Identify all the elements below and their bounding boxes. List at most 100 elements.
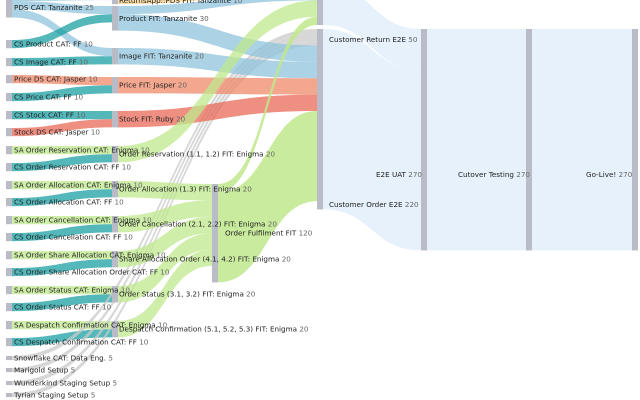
node-label-cs_share: CS Order Share Allocation Order CAT: FF … — [14, 268, 170, 277]
node-cs_status[interactable] — [6, 303, 12, 312]
node-res_fit[interactable] — [112, 146, 118, 163]
node-desp_fit[interactable] — [112, 321, 118, 338]
node-label-cs_product: CS Product CAT: FF 10 — [14, 40, 93, 49]
node-label-fulfil_fit: Order Fulfilment FIT 120 — [225, 229, 313, 238]
link-marigold-to-cust_order — [12, 33, 317, 373]
node-golive[interactable] — [632, 29, 638, 251]
node-cutover[interactable] — [526, 29, 532, 251]
node-stock_ds[interactable] — [6, 128, 12, 137]
link-pds_cat-to-returns_fit — [12, 0, 112, 2]
link-cs_product-to-product_fit — [12, 14, 112, 49]
node-sa_res[interactable] — [6, 146, 12, 155]
node-cs_product[interactable] — [6, 40, 12, 49]
link-product_fit-to-cust_order — [118, 14, 317, 62]
link-layer — [12, 0, 632, 398]
link-cs_alloc-to-alloc_fit — [12, 189, 112, 207]
node-e2e_uat[interactable] — [421, 29, 427, 251]
node-image_fit[interactable] — [112, 48, 118, 65]
node-price_ds[interactable] — [6, 75, 12, 84]
link-pds_cat-to-product_fit — [12, 1, 112, 15]
link-cutover-to-golive — [532, 29, 632, 251]
node-returns_fit[interactable] — [112, 0, 118, 5]
node-pds_cat[interactable] — [6, 0, 12, 18]
node-cust_order[interactable] — [317, 29, 323, 210]
node-cancel_fit[interactable] — [112, 216, 118, 233]
node-label-share_fit: Share Allocation Order (4.1, 4.2) FIT: E… — [119, 255, 291, 264]
link-alloc_fit-to-fulfil_fit — [118, 181, 212, 201]
node-fulfil_fit[interactable] — [212, 184, 218, 283]
link-price_ds-to-price_fit — [12, 75, 112, 86]
node-price_fit[interactable] — [112, 77, 118, 94]
node-label-product_fit: Product FIT: Tanzanite 30 — [119, 14, 209, 23]
link-sa_share-to-share_fit — [12, 251, 112, 260]
node-label-cancel_fit: Order Cancellation (2.1, 2.2) FIT: Enigm… — [119, 220, 277, 229]
node-cs_cancel[interactable] — [6, 233, 12, 242]
node-label-res_fit: Order Reservation (1.1, 1.2) FIT: Enigma… — [119, 150, 275, 159]
node-alloc_fit[interactable] — [112, 181, 118, 198]
label-layer: PDS CAT: Tanzanite 25 CS Product CAT: FF … — [13, 0, 633, 400]
node-label-cutover: Cutover Testing 270 — [458, 170, 530, 179]
node-sa_cancel[interactable] — [6, 216, 12, 225]
node-product_fit[interactable] — [112, 6, 118, 31]
node-label-cs_alloc: CS Order Allocation CAT: FF 10 — [14, 198, 124, 207]
node-label-pds_cat: PDS CAT: Tanzanite 25 — [14, 3, 94, 12]
link-fulfil_fit-to-cust_order — [218, 111, 317, 283]
link-cs_cancel-to-cancel_fit — [12, 224, 112, 242]
node-label-sa_alloc: SA Order Allocation CAT: Enigma 10 — [14, 181, 143, 190]
node-status_fit[interactable] — [112, 286, 118, 303]
node-cust_return[interactable] — [317, 0, 323, 25]
node-sa_desp[interactable] — [6, 321, 12, 330]
node-sa_share[interactable] — [6, 251, 12, 260]
node-tyrian[interactable] — [6, 393, 12, 398]
node-wunderkind[interactable] — [6, 381, 12, 386]
link-desp_fit-to-fulfil_fit — [118, 249, 212, 338]
link-image_fit-to-cust_order — [118, 48, 317, 79]
link-stock_ds-to-stock_fit — [12, 119, 112, 137]
node-label-returns_fit: ReturnsApp::PDS FIT: Tanzanite 10 — [119, 0, 243, 5]
link-cs_status-to-status_fit — [12, 294, 112, 312]
node-cs_share[interactable] — [6, 268, 12, 277]
link-sa_status-to-status_fit — [12, 286, 112, 295]
node-label-stock_ds: Stock DS CAT: Jasper 10 — [14, 128, 100, 137]
node-label-sa_desp: SA Despatch Confirmation CAT: Enigma 10 — [14, 321, 168, 330]
node-label-cust_order: Customer Order E2E 220 — [329, 200, 419, 209]
link-sa_alloc-to-alloc_fit — [12, 181, 112, 190]
link-status_fit-to-fulfil_fit — [118, 233, 212, 303]
node-label-wunderkind: Wunderkind Staging Setup 5 — [14, 379, 117, 388]
node-cs_image[interactable] — [6, 58, 12, 67]
node-label-desp_fit: Despatch Confirmation (5.1, 5.2, 5.3) FI… — [119, 325, 309, 334]
node-label-e2e_uat: E2E UAT 270 — [376, 170, 422, 179]
node-cs_alloc[interactable] — [6, 198, 12, 207]
link-e2e_uat-to-cutover — [427, 29, 526, 251]
node-label-alloc_fit: Order Allocation (1.3) FIT: Enigma 20 — [119, 185, 252, 194]
node-label-cs_cancel: CS Order Cancellation CAT: FF 10 — [14, 233, 133, 242]
node-label-price_fit: Price FIT: Jasper 20 — [119, 81, 187, 90]
node-label-stock_fit: Stock FIT: Ruby 20 — [119, 115, 186, 124]
link-cs_image-to-image_fit — [12, 56, 112, 67]
node-label-cs_stock: CS Stock CAT: FF 10 — [14, 111, 86, 120]
node-stock_fit[interactable] — [112, 111, 118, 128]
link-returns_fit-to-cust_return — [118, 0, 203, 5]
link-cs_desp-to-desp_fit — [12, 329, 112, 347]
link-cancel_fit-to-fulfil_fit — [118, 200, 212, 233]
link-cs_res-to-res_fit — [12, 154, 112, 172]
node-label-sa_status: SA Order Status CAT: Enigma 10 — [14, 286, 130, 295]
node-cs_price[interactable] — [6, 93, 12, 102]
node-label-cs_desp: CS Despatch Confirmation CAT: FF 10 — [14, 338, 149, 347]
node-snowflake[interactable] — [6, 356, 12, 361]
node-share_fit[interactable] — [112, 251, 118, 268]
node-marigold[interactable] — [6, 368, 12, 373]
node-label-cs_res: CS Order Reservation CAT: FF 10 — [14, 163, 131, 172]
link-sa_cancel-to-cancel_fit — [12, 216, 112, 225]
link-sa_res-to-res_fit — [12, 146, 112, 155]
node-label-golive: Go-Live! 270 — [586, 170, 633, 179]
link-fulfil_fit-to-cust_return — [218, 16, 317, 193]
node-cs_desp[interactable] — [6, 338, 12, 347]
link-cs_share-to-share_fit — [12, 259, 112, 277]
node-cs_stock[interactable] — [6, 111, 12, 120]
node-sa_alloc[interactable] — [6, 181, 12, 190]
node-cs_res[interactable] — [6, 163, 12, 172]
link-cust_return-to-e2e_uat — [323, 0, 421, 70]
node-sa_status[interactable] — [6, 286, 12, 295]
node-label-sa_share: SA Order Share Allocation CAT: Enigma 10 — [14, 251, 166, 260]
